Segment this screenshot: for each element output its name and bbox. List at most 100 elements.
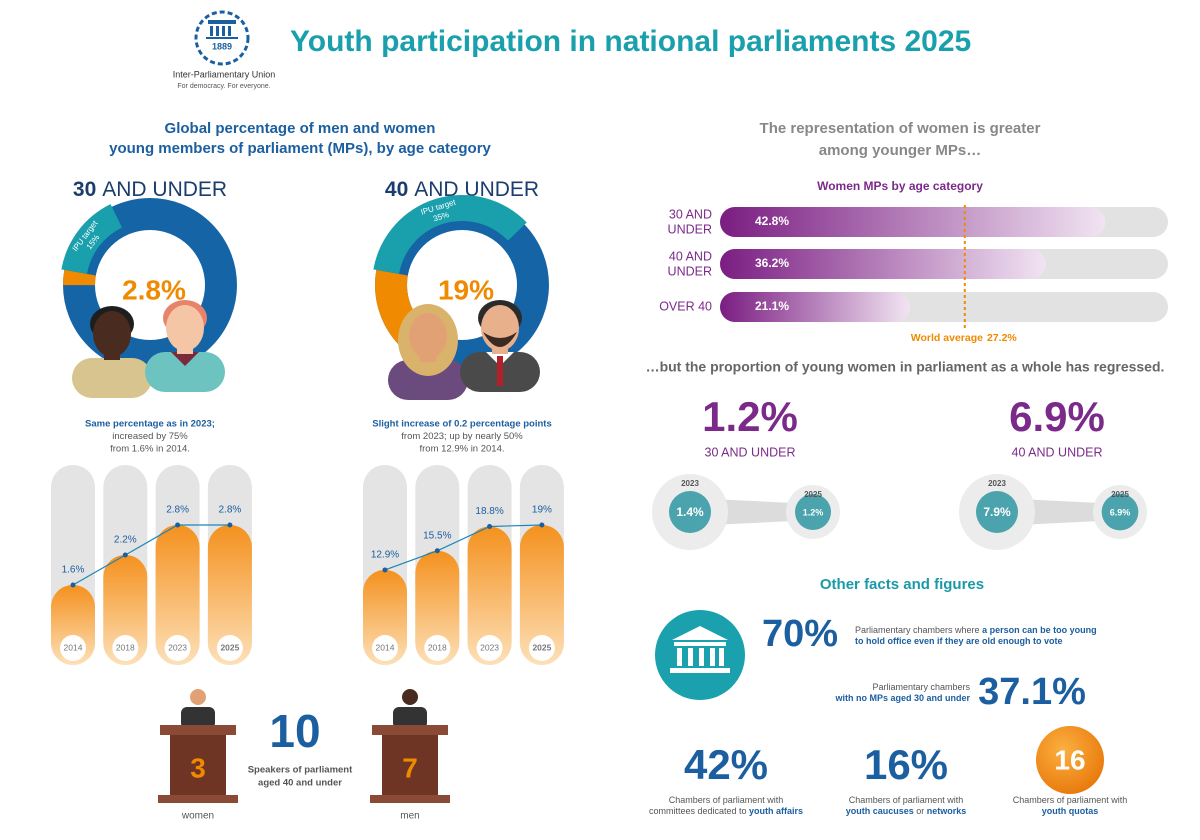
share-label: 1.4% — [676, 505, 704, 519]
person-illustration — [388, 304, 468, 400]
share-circle — [976, 491, 1018, 533]
bar — [103, 555, 148, 665]
fact-text-segment: youth quotas — [1041, 806, 1099, 816]
person-tie — [497, 356, 503, 386]
speaker-count: 3 — [190, 752, 206, 783]
illustration-cut — [55, 400, 245, 408]
year-label: 2023 — [168, 642, 187, 652]
current-share: 1.2% — [702, 393, 798, 440]
fact-text-segment: or — [913, 806, 927, 816]
year-badge — [424, 635, 451, 661]
note-line: increased by 75% — [112, 431, 188, 442]
category-label: 40 AND — [669, 249, 712, 263]
year-badge — [60, 635, 86, 661]
bar — [519, 525, 564, 665]
year-badge — [476, 635, 503, 661]
person-head — [409, 313, 447, 359]
fact-text-segment: a person can be too young to hold office… — [855, 625, 1097, 646]
fact-figure: 70% — [762, 613, 838, 655]
bar-value-label: 18.8% — [475, 506, 503, 517]
donut-share — [63, 269, 96, 286]
bar — [415, 550, 460, 665]
illustration-cut — [367, 400, 557, 408]
bar-value-label: 2.8% — [219, 505, 242, 516]
category-label: UNDER — [668, 222, 712, 236]
year-label: 2018 — [116, 642, 135, 652]
globe — [1036, 726, 1104, 794]
year-label: 2025 — [1111, 490, 1129, 499]
share-circle — [1101, 493, 1139, 531]
bar-value-label: 1.6% — [62, 565, 85, 576]
fact-text: Chambers of parliament with youth quotas — [960, 795, 1180, 817]
section-title: Global percentage of men and women — [165, 120, 436, 137]
chart-subtitle: Women MPs by age category — [817, 179, 983, 193]
section-title: young members of parliament (MPs), by ag… — [109, 140, 491, 157]
person-head — [166, 305, 204, 351]
average-text: World average — [911, 332, 983, 344]
person-illustration — [145, 300, 225, 392]
person-body — [388, 360, 468, 400]
year-label: 2018 — [428, 642, 447, 652]
person-body — [72, 358, 152, 398]
category-label: 30 AND UNDER — [705, 445, 796, 459]
podium-body — [170, 735, 226, 795]
share-label: 7.9% — [983, 505, 1011, 519]
bar — [720, 207, 1106, 237]
logo-year: 1889 — [212, 41, 232, 51]
bar-value-label: 19% — [532, 505, 552, 516]
fact-figure: 16% — [864, 741, 948, 788]
fact-figure: 42% — [684, 741, 768, 788]
year-badge — [372, 635, 398, 661]
bar-value-label: 36.2% — [755, 256, 789, 270]
trend-point — [487, 523, 493, 529]
bar-value-label: 2.8% — [166, 505, 189, 516]
note-line: from 2023; up by nearly 50% — [401, 431, 523, 442]
category-label: 40 AND UNDER — [1012, 445, 1103, 459]
year-badge — [216, 635, 243, 661]
age-number: 30 — [73, 178, 96, 201]
age-heading: 40 AND UNDER — [385, 178, 539, 201]
note-line: from 1.6% in 2014. — [110, 444, 190, 455]
bar-value-label: 2.2% — [114, 535, 137, 546]
speaker-label: women — [181, 811, 214, 822]
age-number: 40 — [385, 178, 408, 201]
average-value: 27.2% — [987, 332, 1017, 344]
trend-point — [434, 548, 440, 554]
note-line: Same percentage as in 2023; — [85, 419, 215, 430]
person-head — [93, 311, 131, 357]
person-illustration — [72, 306, 152, 398]
donut-target — [373, 194, 527, 274]
fact-text: Chambers of parliament with committees d… — [616, 795, 836, 817]
note-line: from 12.9% in 2014. — [419, 444, 504, 455]
trend-line — [384, 524, 542, 571]
year-label: 2023 — [681, 479, 699, 488]
speaker-head — [190, 689, 206, 705]
fact-text-segment: youth affairs — [749, 806, 804, 816]
fact-text-segment: with no MPs aged 30 and under — [835, 693, 970, 703]
podium-top — [372, 725, 448, 735]
speaker-body — [393, 707, 427, 729]
year-label: 2023 — [988, 479, 1006, 488]
share-circle — [669, 491, 711, 533]
age-heading: 30 AND UNDER — [73, 178, 227, 201]
year-badge — [112, 635, 139, 661]
bar-value-label: 42.8% — [755, 214, 789, 228]
speaker-body — [181, 707, 215, 729]
trend-point — [539, 522, 545, 528]
parliament-icon — [655, 610, 745, 700]
speaker-label: men — [400, 811, 419, 822]
share-label: 1.2% — [803, 507, 824, 517]
organization: Inter-Parliamentary Union — [173, 69, 276, 79]
age-suffix: AND UNDER — [102, 178, 227, 201]
year-label: 2025 — [532, 642, 551, 652]
year-label: 2025 — [804, 490, 822, 499]
trend-point — [382, 567, 388, 573]
fact-text-segment: Parliamentary chambers — [872, 682, 970, 692]
podium-body — [382, 735, 438, 795]
year-label: 2014 — [376, 642, 395, 652]
year-badge — [164, 635, 191, 661]
bar — [207, 525, 252, 665]
speakers-text: Speakers of parliament — [248, 765, 353, 776]
bar-value-label: 12.9% — [371, 550, 399, 561]
